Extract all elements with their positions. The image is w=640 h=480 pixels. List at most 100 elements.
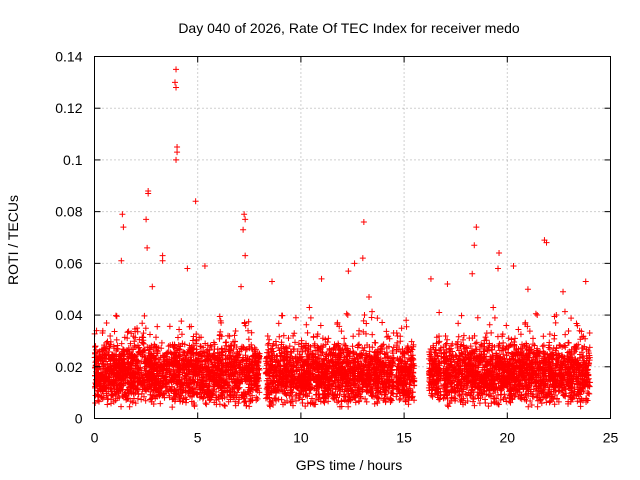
data-point xyxy=(155,384,162,391)
data-point xyxy=(434,394,441,401)
data-point xyxy=(426,378,433,385)
data-point xyxy=(332,378,339,385)
data-point xyxy=(280,332,287,339)
data-point xyxy=(381,391,388,398)
data-point xyxy=(249,382,256,389)
data-point xyxy=(433,377,440,384)
data-point xyxy=(540,333,547,340)
data-point xyxy=(332,356,339,363)
data-point xyxy=(122,389,129,396)
data-point xyxy=(433,385,440,392)
data-point xyxy=(552,319,559,326)
data-point xyxy=(234,377,241,384)
data-point xyxy=(199,374,206,381)
data-point xyxy=(324,338,331,345)
data-point xyxy=(233,344,240,351)
data-point xyxy=(404,343,411,350)
data-point xyxy=(455,333,462,340)
data-point xyxy=(534,311,541,318)
data-point xyxy=(134,342,141,349)
data-point xyxy=(134,328,141,335)
data-point xyxy=(205,366,212,373)
data-point xyxy=(331,377,338,384)
data-point xyxy=(158,345,165,352)
data-point xyxy=(234,348,241,355)
data-point xyxy=(434,372,441,379)
data-point xyxy=(100,353,107,360)
data-point xyxy=(235,385,242,392)
data-point xyxy=(96,348,103,355)
data-point xyxy=(160,377,167,384)
data-point xyxy=(236,396,243,403)
data-point xyxy=(434,353,441,360)
data-point xyxy=(330,370,337,377)
data-point xyxy=(406,372,413,379)
data-point xyxy=(186,323,193,330)
data-point xyxy=(130,382,137,389)
data-point xyxy=(310,334,317,341)
data-point xyxy=(264,332,271,339)
data-point xyxy=(280,343,287,350)
data-point xyxy=(120,352,127,359)
data-point xyxy=(105,351,112,358)
data-point xyxy=(153,366,160,373)
data-point xyxy=(394,378,401,385)
data-point xyxy=(291,330,298,337)
data-point xyxy=(290,402,297,409)
data-point xyxy=(171,350,178,357)
data-point xyxy=(198,334,205,341)
data-point xyxy=(215,372,222,379)
data-point xyxy=(283,383,290,390)
data-point xyxy=(140,393,147,400)
data-point xyxy=(104,401,111,408)
data-point xyxy=(371,393,378,400)
data-point xyxy=(103,367,110,374)
data-point xyxy=(363,398,370,405)
data-point xyxy=(279,312,286,319)
data-point xyxy=(331,396,338,403)
data-point xyxy=(539,343,546,350)
data-point xyxy=(358,368,365,375)
data-point xyxy=(551,401,558,408)
data-point xyxy=(361,364,368,371)
data-point xyxy=(460,332,467,339)
data-point xyxy=(95,392,102,399)
data-point xyxy=(399,346,406,353)
data-point xyxy=(426,371,433,378)
data-point xyxy=(125,355,132,362)
data-point xyxy=(312,354,319,361)
data-points xyxy=(91,66,593,411)
data-point xyxy=(380,341,387,348)
data-point xyxy=(156,385,163,392)
data-point xyxy=(586,330,593,337)
data-point xyxy=(374,315,381,322)
data-point xyxy=(158,339,165,346)
data-point xyxy=(342,373,349,380)
data-point xyxy=(218,345,225,352)
data-point xyxy=(374,400,381,407)
data-point xyxy=(231,338,238,345)
data-point xyxy=(300,374,307,381)
data-point xyxy=(435,339,442,346)
data-point xyxy=(180,348,187,355)
data-point xyxy=(219,395,226,402)
data-point xyxy=(325,362,332,369)
data-point xyxy=(341,388,348,395)
data-point xyxy=(180,367,187,374)
data-point xyxy=(277,373,284,380)
data-point xyxy=(127,361,134,368)
data-point xyxy=(350,355,357,362)
data-point xyxy=(188,357,195,364)
data-point xyxy=(317,361,324,368)
data-point xyxy=(196,383,203,390)
data-point xyxy=(245,318,252,325)
data-point xyxy=(228,342,235,349)
data-point xyxy=(500,339,507,346)
data-point xyxy=(263,362,270,369)
data-point xyxy=(189,346,196,353)
data-point xyxy=(276,333,283,340)
data-point xyxy=(323,351,330,358)
data-point xyxy=(485,403,492,410)
data-point xyxy=(288,372,295,379)
